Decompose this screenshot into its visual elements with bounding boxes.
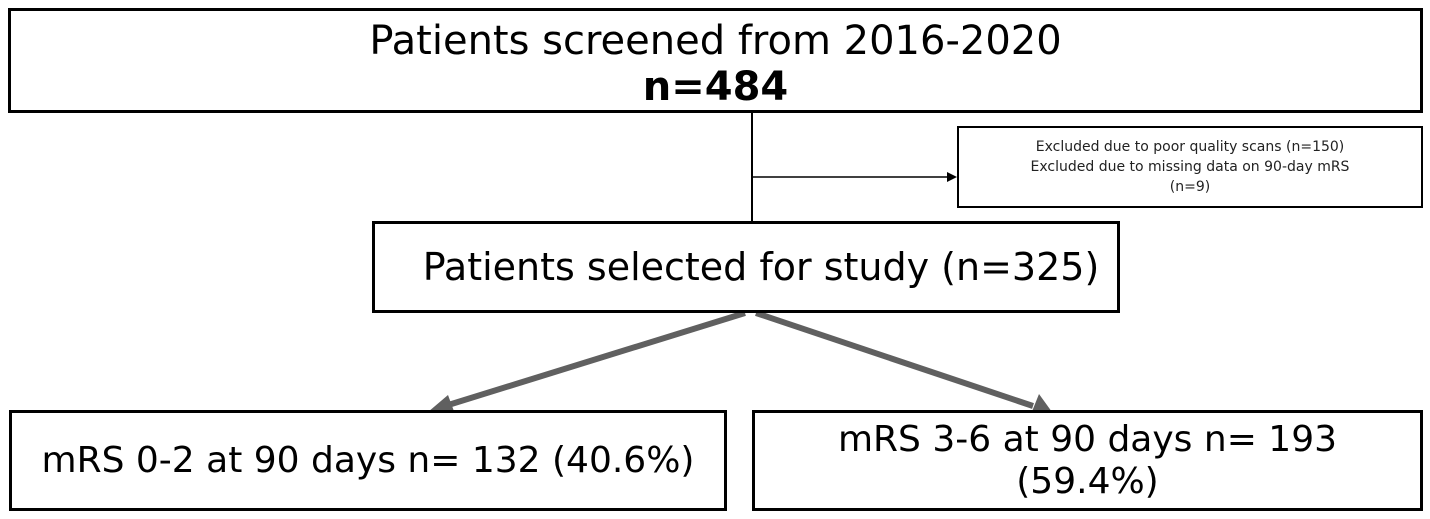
- arrow-to-right-outcome: [755, 310, 1034, 409]
- screened-title: Patients screened from 2016-2020: [369, 17, 1062, 64]
- excluded-line-3: (n=9): [1169, 179, 1211, 195]
- arrow-to-left-outcome: [444, 310, 746, 409]
- excluded-line-2: Excluded due to missing data on 90-day m…: [1030, 159, 1350, 175]
- arrowhead-left-outcome: [428, 395, 455, 414]
- arrowhead-excluded: [947, 172, 957, 182]
- outcome-left-label: mRS 0-2 at 90 days n= 132 (40.6%): [41, 440, 695, 481]
- outcome-right-box: mRS 3-6 at 90 days n= 193 (59.4%): [752, 410, 1423, 511]
- arrowhead-right-outcome: [1031, 394, 1052, 414]
- excluded-line-1: Excluded due to poor quality scans (n=15…: [1035, 139, 1345, 155]
- outcome-right-line-2: (59.4%): [1016, 460, 1159, 502]
- screened-box: Patients screened from 2016-2020 n=484: [8, 8, 1423, 113]
- outcome-right-line-1: mRS 3-6 at 90 days n= 193: [837, 418, 1338, 460]
- screened-count: n=484: [642, 63, 789, 110]
- outcome-left-box: mRS 0-2 at 90 days n= 132 (40.6%): [9, 410, 727, 511]
- selected-box: Patients selected for study (n=325): [372, 221, 1120, 313]
- excluded-box: Excluded due to poor quality scans (n=15…: [957, 126, 1423, 208]
- selected-label: Patients selected for study (n=325): [422, 245, 1100, 289]
